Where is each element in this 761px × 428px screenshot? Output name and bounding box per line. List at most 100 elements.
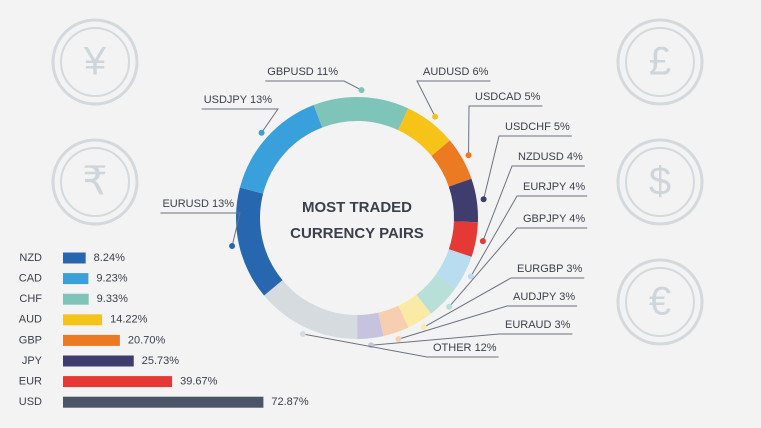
slice-value: 5% bbox=[554, 121, 570, 133]
slice-label: AUDJPY 3% bbox=[513, 291, 575, 303]
coin-outer bbox=[616, 138, 704, 226]
bar bbox=[63, 334, 120, 346]
bar bbox=[63, 314, 103, 326]
coin-symbol: ₹ bbox=[82, 160, 107, 204]
slice-name: EURGBP bbox=[517, 263, 563, 275]
leader-line bbox=[483, 135, 572, 200]
slice-name: EURAUD bbox=[505, 319, 552, 331]
leader-line bbox=[468, 105, 543, 156]
donut-slice bbox=[357, 312, 384, 339]
slice-value: 3% bbox=[555, 319, 571, 331]
slice-name: USDCAD bbox=[475, 91, 522, 103]
slice-label: USDCAD 5% bbox=[475, 91, 541, 103]
coin-outer bbox=[51, 138, 139, 226]
leader-line bbox=[398, 305, 578, 340]
slice-name: USDCHF bbox=[505, 121, 551, 133]
slice-label: OTHER 12% bbox=[433, 342, 497, 354]
coin-symbol: € bbox=[649, 280, 671, 324]
bar-value-label: 39.67% bbox=[180, 376, 218, 388]
donut-slice bbox=[435, 249, 472, 289]
bar-category: USD bbox=[19, 396, 42, 408]
leader-line bbox=[371, 333, 573, 346]
bar-value-label: 25.73% bbox=[142, 355, 180, 367]
slice-label: AUDUSD 6% bbox=[423, 66, 489, 78]
leader-dot bbox=[258, 129, 265, 136]
bar-value-label: 9.23% bbox=[96, 273, 127, 285]
slice-label: USDCHF 5% bbox=[505, 121, 570, 133]
bar-value-label: 8.24% bbox=[94, 252, 125, 264]
coin-outer bbox=[616, 258, 704, 346]
slice-name: EURJPY bbox=[523, 181, 567, 193]
bar bbox=[63, 355, 134, 367]
leader-dot bbox=[480, 196, 487, 203]
bar bbox=[63, 293, 89, 305]
slice-label: GBPUSD 11% bbox=[267, 66, 338, 78]
coin-outer bbox=[51, 18, 139, 106]
donut-slice bbox=[313, 97, 409, 131]
coin-outer bbox=[616, 18, 704, 106]
slice-value: 13% bbox=[250, 94, 272, 106]
donut-slice bbox=[378, 305, 409, 337]
bar-category: AUD bbox=[19, 314, 42, 326]
slice-label: EURUSD 13% bbox=[162, 198, 234, 210]
donut-slice bbox=[416, 274, 456, 314]
leader-line bbox=[416, 80, 491, 117]
donut-slice bbox=[431, 140, 472, 187]
leader-line bbox=[470, 195, 588, 277]
coin-symbol: ¥ bbox=[83, 40, 107, 84]
bar-value-label: 20.70% bbox=[128, 334, 166, 346]
leader-dot bbox=[395, 336, 402, 343]
donut-title: MOST TRADED bbox=[302, 199, 412, 216]
leader-dot bbox=[465, 152, 472, 159]
donut-slice bbox=[239, 105, 323, 194]
slice-value: 5% bbox=[525, 91, 541, 103]
bar bbox=[63, 252, 86, 264]
bar-category: JPY bbox=[22, 355, 43, 367]
leader-line bbox=[302, 333, 499, 358]
bar-category: EUR bbox=[19, 376, 42, 388]
slice-label: EURJPY 4% bbox=[523, 181, 585, 193]
slice-value: 4% bbox=[567, 151, 583, 163]
coin-symbol: £ bbox=[649, 40, 671, 84]
coin-symbol: $ bbox=[649, 160, 671, 204]
leader-dot bbox=[479, 238, 486, 245]
slice-value: 6% bbox=[473, 66, 489, 78]
bar bbox=[63, 376, 173, 388]
coin-inner bbox=[60, 147, 130, 217]
leader-line bbox=[201, 108, 279, 133]
slice-name: GBPUSD bbox=[267, 66, 314, 78]
donut-slice bbox=[264, 280, 358, 339]
leader-dot bbox=[446, 303, 453, 310]
coin-inner bbox=[60, 27, 130, 97]
slice-label: NZDUSD 4% bbox=[518, 151, 583, 163]
bar-category: GBP bbox=[19, 334, 42, 346]
slice-name: USDJPY bbox=[204, 94, 248, 106]
leader-dot bbox=[467, 273, 474, 280]
leader-dot bbox=[432, 113, 439, 120]
donut-slice bbox=[398, 294, 432, 328]
coin-inner bbox=[625, 147, 695, 217]
donut-slice bbox=[235, 187, 283, 296]
leader-line bbox=[265, 80, 362, 91]
donut-title: CURRENCY PAIRS bbox=[290, 225, 424, 242]
bar-value-label: 9.33% bbox=[97, 293, 128, 305]
slice-label: EURGBP 3% bbox=[517, 263, 582, 275]
leader-line bbox=[482, 165, 585, 242]
leader-line bbox=[448, 227, 588, 308]
slice-label: EURAUD 3% bbox=[505, 319, 571, 331]
donut-slice bbox=[448, 178, 478, 223]
slice-name: AUDUSD bbox=[423, 66, 470, 78]
leader-dot bbox=[229, 242, 236, 249]
slice-value: 4% bbox=[569, 213, 585, 225]
leader-dot bbox=[299, 330, 306, 337]
slice-value: 3% bbox=[559, 291, 575, 303]
slice-name: NZDUSD bbox=[518, 151, 564, 163]
slice-value: 3% bbox=[566, 263, 582, 275]
slice-name: GBPJPY bbox=[523, 213, 567, 225]
slice-name: OTHER bbox=[433, 342, 472, 354]
donut-slice bbox=[448, 221, 478, 257]
slice-name: AUDJPY bbox=[513, 291, 557, 303]
slice-label: USDJPY 13% bbox=[204, 94, 273, 106]
leader-dot bbox=[358, 87, 365, 94]
